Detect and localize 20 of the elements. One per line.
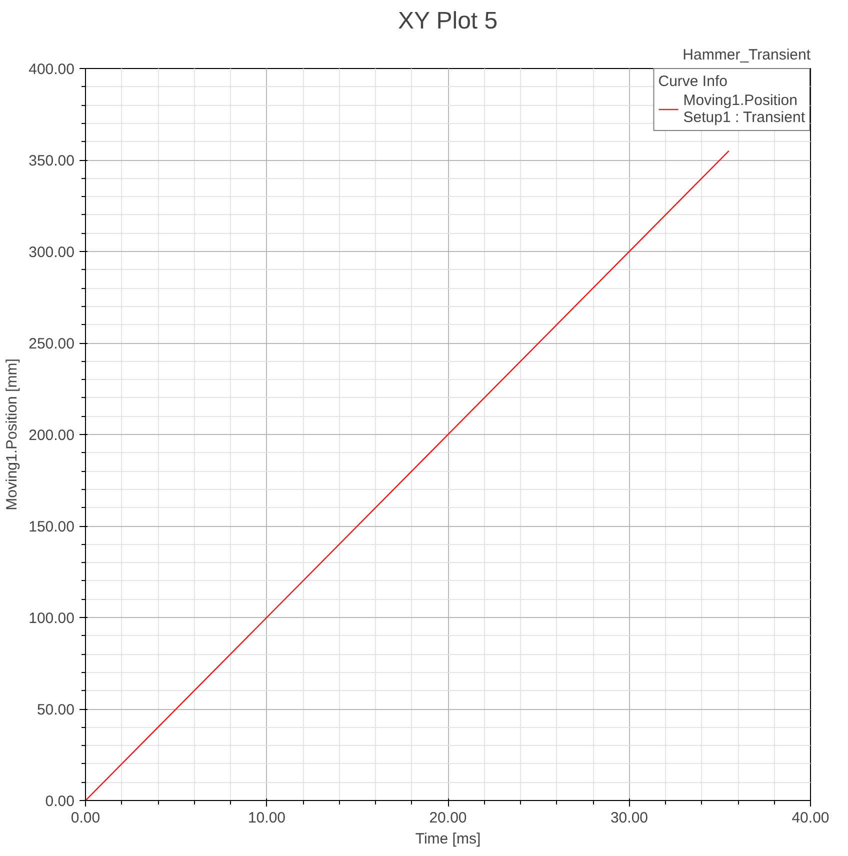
x-tick-label: 0.00 [70, 810, 100, 826]
y-tick-label: 350.00 [28, 152, 75, 170]
y-tick-label: 200.00 [28, 427, 75, 444]
chart-title: XY Plot 5 [398, 8, 498, 34]
y-tick-label: 300.00 [28, 244, 75, 261]
legend-label: Moving1.Position Setup1 : Transient [683, 92, 805, 126]
text: Hammer_Transient [682, 46, 812, 64]
y-tick-label: 150.00 [28, 518, 75, 536]
y-tick-label: 400.00 [28, 61, 75, 78]
legend-title: Curve Info [658, 73, 728, 90]
y-tick-label: 250.00 [28, 336, 75, 352]
x-tick-label: 10.00 [248, 810, 286, 826]
y-tick-label: 0.00 [45, 793, 75, 810]
y-tick-label: 50.00 [36, 702, 75, 718]
x-tick-label: 30.00 [610, 810, 648, 826]
x-tick-label: 40.00 [792, 810, 830, 826]
y-axis-title: Moving1.Position [mm] [4, 358, 21, 510]
x-tick-label: 20.00 [429, 810, 467, 826]
y-tick-label: 100.00 [28, 610, 75, 627]
x-axis-title: Time [ms] [415, 830, 481, 848]
